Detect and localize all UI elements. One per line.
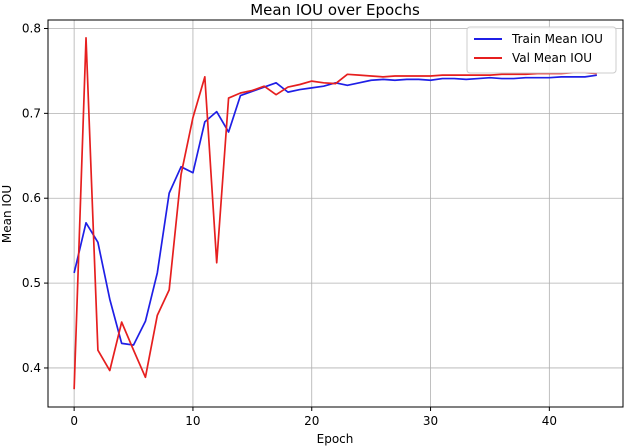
- legend: Train Mean IOU Val Mean IOU: [466, 26, 617, 74]
- y-tick-label: 0.4: [22, 361, 41, 375]
- x-axis-label: Epoch: [317, 432, 354, 446]
- y-axis-ticks: 0.4 0.5 0.6 0.7 0.8: [22, 21, 48, 375]
- x-tick-label: 10: [185, 414, 200, 428]
- legend-label-train: Train Mean IOU: [511, 32, 603, 46]
- legend-label-val: Val Mean IOU: [512, 51, 592, 65]
- y-axis-label: Mean IOU: [0, 185, 14, 243]
- val-mean-iou-line: [73, 36, 597, 390]
- y-tick-label: 0.6: [22, 191, 41, 205]
- x-tick-label: 30: [423, 414, 438, 428]
- x-tick-label: 40: [542, 414, 557, 428]
- plot-frame: [47, 19, 624, 408]
- y-tick-label: 0.8: [22, 21, 41, 35]
- legend-box: [466, 26, 617, 74]
- x-tick-label: 0: [70, 414, 78, 428]
- y-tick-label: 0.5: [22, 276, 41, 290]
- chart-title: Mean IOU over Epochs: [250, 1, 420, 19]
- x-tick-label: 20: [304, 414, 319, 428]
- x-axis-ticks: 0 10 20 30 40: [70, 407, 557, 428]
- series-lines: [73, 36, 597, 390]
- y-tick-label: 0.7: [22, 106, 41, 120]
